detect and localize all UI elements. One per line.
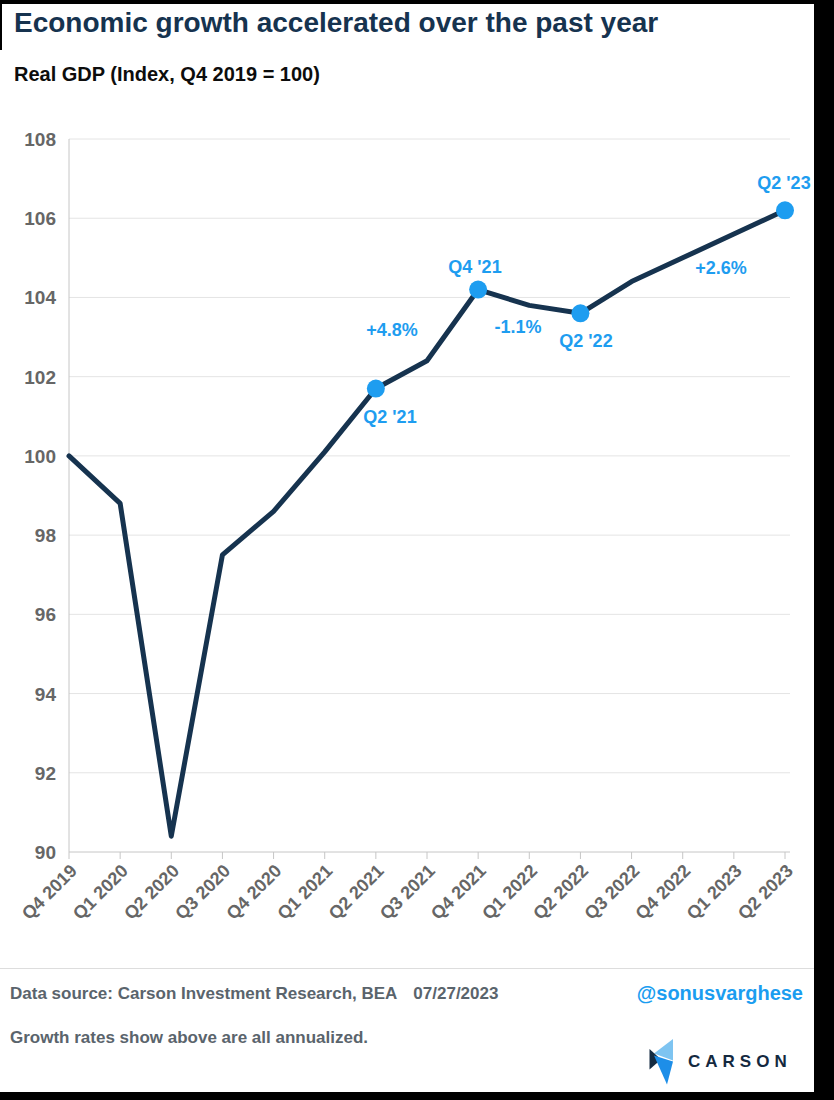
y-tick-label: 94	[35, 684, 57, 705]
y-tick-label: 106	[24, 208, 56, 229]
annotation-label: Q2 '23	[757, 173, 810, 193]
gdp-chart-page: Economic growth accelerated over the pas…	[0, 0, 834, 1100]
x-tick-label: Q4 2019	[18, 861, 81, 924]
x-tick-label: Q1 2022	[478, 861, 541, 924]
gdp-line-series	[69, 210, 785, 836]
data-source-row: Data source: Carson Investment Research,…	[10, 984, 498, 1004]
x-tick-label: Q1 2023	[683, 861, 746, 924]
x-tick-label: Q1 2021	[274, 861, 337, 924]
annotation-label: Q2 '21	[363, 407, 416, 427]
annotation-label: Q2 '22	[559, 331, 612, 351]
x-tick-label: Q2 2023	[734, 861, 797, 924]
footnote-text: Growth rates show above are all annualiz…	[10, 1028, 368, 1048]
x-tick-label: Q3 2021	[376, 861, 439, 924]
date-text: 07/27/2023	[413, 984, 498, 1003]
carson-logo-icon	[648, 1038, 678, 1086]
annotation-label: +2.6%	[695, 258, 747, 278]
footer-divider	[0, 968, 814, 969]
border-left-sliver	[0, 0, 2, 50]
y-tick-label: 102	[24, 367, 56, 388]
y-tick-label: 96	[35, 604, 56, 625]
x-tick-label: Q4 2021	[427, 861, 490, 924]
x-tick-label: Q2 2021	[325, 861, 388, 924]
annotation-label: +4.8%	[366, 320, 418, 340]
x-tick-label: Q2 2020	[120, 861, 183, 924]
x-tick-label: Q3 2022	[580, 861, 643, 924]
y-tick-label: 98	[35, 525, 56, 546]
highlight-marker	[367, 380, 385, 398]
border-top	[0, 0, 834, 4]
data-source-text: Data source: Carson Investment Research,…	[10, 984, 397, 1003]
highlight-marker	[469, 281, 487, 299]
highlight-marker	[571, 304, 589, 322]
x-tick-label: Q2 2022	[529, 861, 592, 924]
annotation-label: -1.1%	[494, 317, 541, 337]
border-right	[814, 0, 834, 1100]
y-tick-label: 90	[35, 842, 56, 863]
border-bottom	[0, 1092, 834, 1100]
y-tick-label: 100	[24, 446, 56, 467]
y-tick-label: 104	[24, 287, 56, 308]
highlight-marker	[776, 201, 794, 219]
carson-wordmark: CARSON	[688, 1052, 792, 1072]
twitter-handle: @sonusvarghese	[637, 982, 803, 1005]
carson-logo: CARSON	[648, 1038, 792, 1086]
x-tick-label: Q1 2020	[69, 861, 132, 924]
y-tick-label: 108	[24, 129, 56, 150]
y-tick-label: 92	[35, 763, 56, 784]
x-tick-label: Q3 2020	[171, 861, 234, 924]
annotation-label: Q4 '21	[448, 257, 501, 277]
x-tick-label: Q4 2020	[222, 861, 285, 924]
line-chart-canvas: 9092949698100102104106108Q4 2019Q1 2020Q…	[0, 0, 834, 965]
x-tick-label: Q4 2022	[632, 861, 695, 924]
